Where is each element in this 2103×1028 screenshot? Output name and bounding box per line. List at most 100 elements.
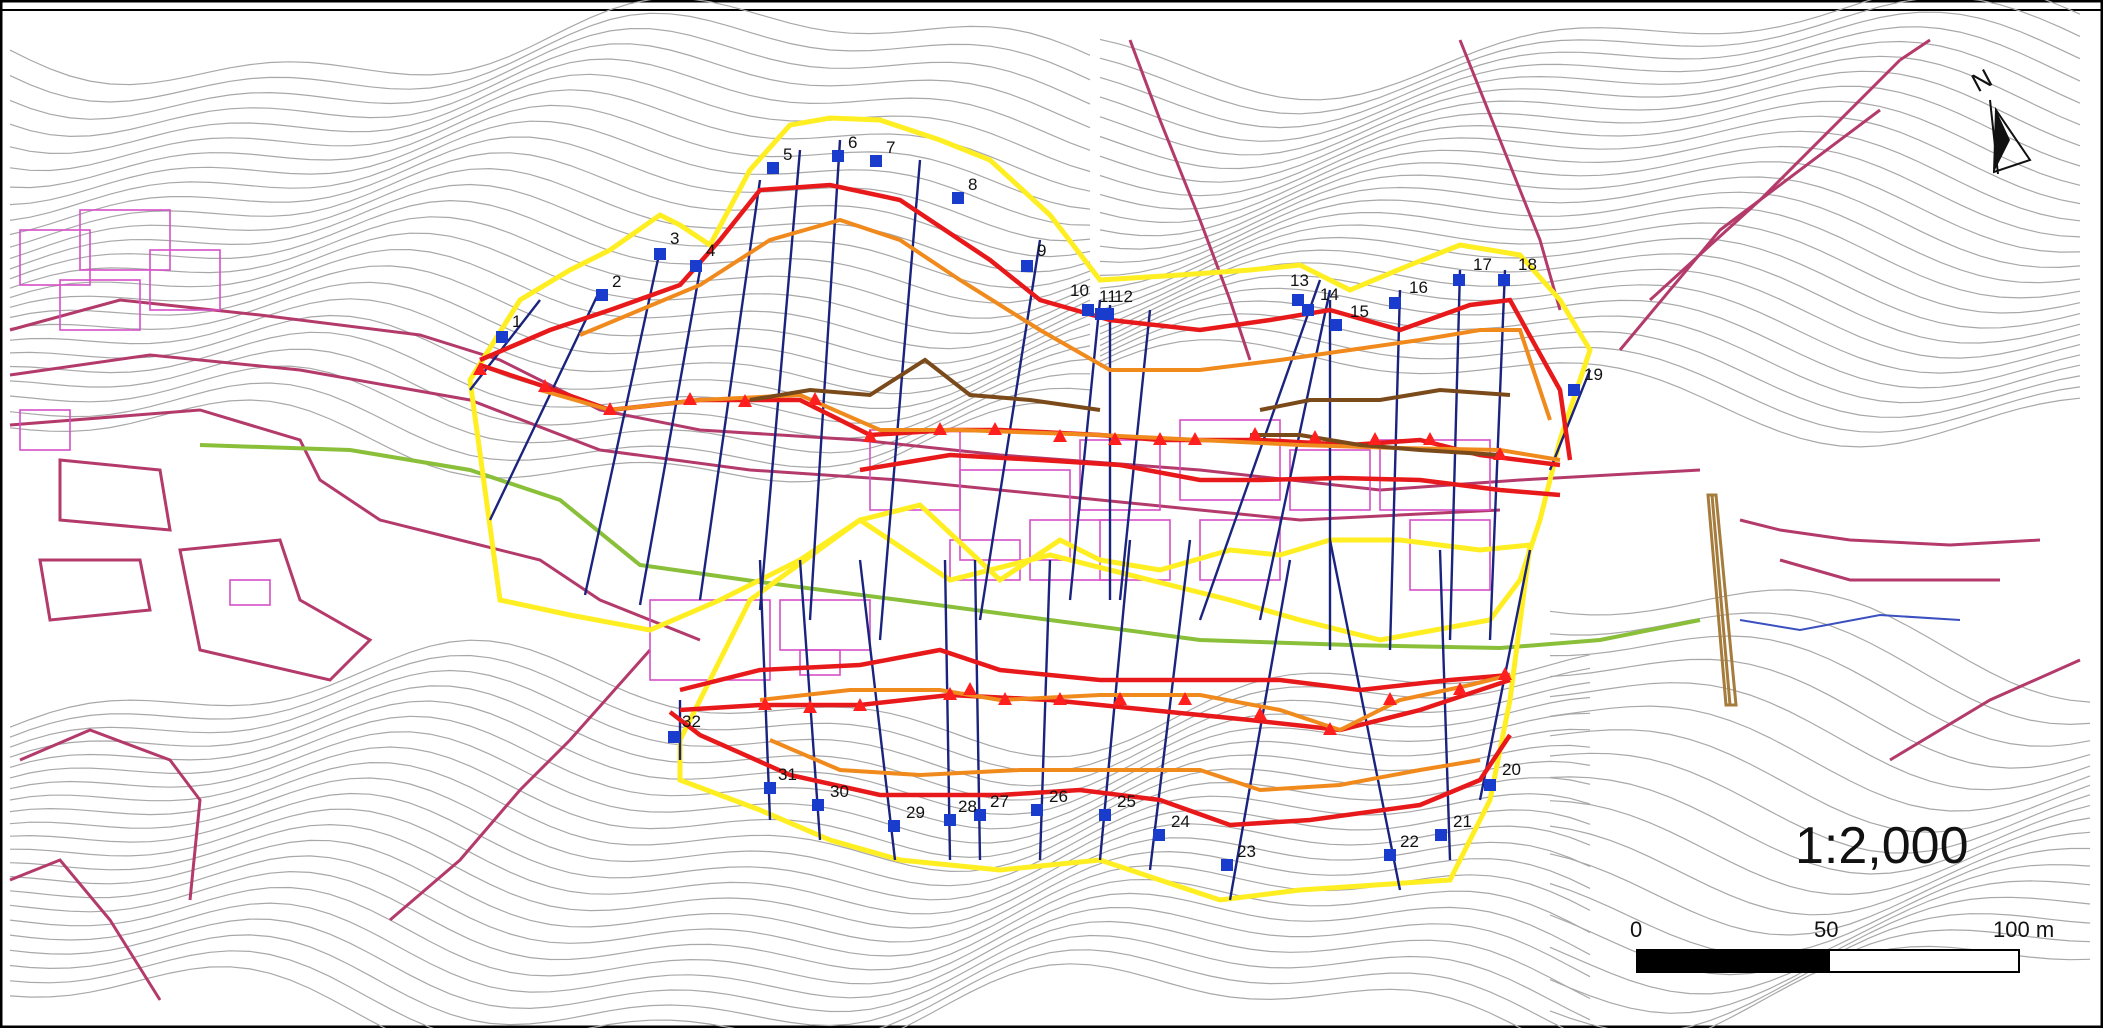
contour-line [1549,776,2091,875]
triangle-marker [1253,707,1267,720]
contour-line [1099,115,2081,224]
contour-line [1099,191,2081,289]
lower-orange-lines [759,673,1511,793]
survey-point-label: 13 [1290,271,1309,290]
contour-line [9,216,1091,319]
cross-section-line [488,289,602,521]
cross-section-line [1148,539,1192,871]
survey-point-marker [1031,804,1043,816]
cross-section-line [1068,299,1102,601]
triangle-marker [1383,692,1397,705]
survey-point-marker [974,809,986,821]
contour-line [9,918,1591,1013]
survey-point-label: 10 [1070,281,1089,300]
survey-point-label: 21 [1453,812,1472,831]
survey-point-label: 8 [968,175,977,194]
survey-point-label: 22 [1400,832,1419,851]
triangle-marker [1423,432,1437,445]
survey-point-label: 19 [1584,365,1603,384]
contour-line [9,685,1591,801]
contour-line [1099,313,2081,418]
triangle-marker [998,692,1012,705]
contour-line [9,399,1091,483]
survey-point-marker [952,192,964,204]
contour-line [1099,161,2081,263]
contour-line [9,58,1091,155]
contour-line [1099,176,2081,276]
contour-line [1099,85,2081,197]
cross-section-line [1098,539,1132,861]
contour-line [9,949,1565,1028]
contour-line [9,365,1090,454]
survey-point-marker [764,782,776,794]
survey-point-label: 14 [1320,285,1339,304]
cross-section-line [1548,369,1592,471]
cross-section-line [1198,279,1322,621]
cross-section-line [943,559,952,861]
survey-point-marker [812,799,824,811]
contour-line [1099,0,2081,115]
contour-line [9,120,1091,226]
survey-boundary [467,115,1593,903]
contour-line [9,331,1091,424]
stream-line [1739,613,1961,632]
contour-line [9,89,1091,192]
contour-line [9,298,1091,395]
survey-point-marker [668,731,680,743]
survey-point-marker [1102,308,1114,320]
survey-point-marker [1389,297,1401,309]
brown-lines [749,357,1511,457]
survey-point-label: 4 [706,241,715,260]
cross-section-line [1328,539,1402,891]
survey-point-label: 23 [1237,842,1256,861]
contour-line [1099,55,2081,170]
triangle-marker [963,682,977,695]
contour-line [9,639,1591,758]
contour-line [9,761,1591,873]
contour-line [9,27,1091,120]
survey-point-label: 17 [1473,255,1492,274]
contour-line [1099,100,2081,210]
triangle-marker [1113,692,1127,705]
contour-line [9,12,1091,103]
survey-point-label: 11 [1099,287,1117,306]
contour-line [9,808,1591,915]
triangle-marker [683,392,697,405]
contour-line [9,963,1522,1028]
contour-line [1549,635,2091,747]
triangle-marker [1248,427,1262,440]
contour-line [9,0,1091,86]
cross-section-line [698,179,762,601]
contour-line [1549,658,2091,769]
contour-line [9,248,1091,350]
triangle-marker [1323,722,1337,735]
contour-line [1549,864,2091,956]
cross-section-line [1388,289,1402,651]
contour-line [9,792,1591,901]
survey-point-label: 3 [670,229,679,248]
contour-line [1549,752,2091,854]
cross-section-line [1118,309,1152,601]
triangle-marker [538,379,552,392]
contour-line [9,746,1591,859]
contour-line [9,281,1091,380]
scale-label-0: 0 [1630,917,1642,942]
contour-line [1549,729,2091,833]
scale-ratio: 1:2,000 [1795,817,1969,875]
survey-point-label: 12 [1114,287,1133,306]
cross-section-line [758,149,802,611]
survey-point-marker [767,162,779,174]
contour-line [9,183,1091,289]
triangle-marker [1493,447,1507,460]
contour-line [1099,300,2081,404]
survey-point-label: 29 [906,803,925,822]
scale-label-50: 50 [1814,917,1838,942]
contour-line [1099,206,2081,301]
contour-line [9,731,1591,844]
contour-line [1549,847,2090,936]
contour-line [9,715,1591,830]
triangle-marker [1453,682,1467,695]
triangle-marker [738,394,752,407]
contour-line [1549,705,2091,812]
